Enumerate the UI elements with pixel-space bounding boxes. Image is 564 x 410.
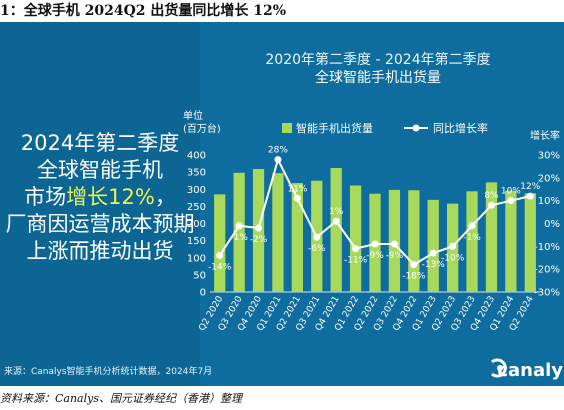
- y-tick-label: 400: [187, 151, 206, 162]
- growth-rate-data-label: 8%: [484, 191, 499, 201]
- left-axis-unit-line2: (百万台): [183, 122, 221, 135]
- y-tick-label: 300: [187, 185, 206, 196]
- document-title: 1：全球手机 2024Q2 出货量同比增长 12%: [0, 3, 287, 19]
- chart-source-text: 来源：Canalys智能手机分析统计数据，2024年7月: [4, 365, 212, 377]
- right-axis-unit: 增长率: [530, 129, 560, 142]
- growth-rate-point: [371, 240, 379, 248]
- growth-rate-data-label: -10%: [441, 253, 465, 263]
- growth-rate-point: [313, 233, 321, 241]
- growth-rate-point: [468, 222, 476, 230]
- growth-rate-data-label: 10%: [501, 187, 521, 197]
- growth-rate-data-label: -11%: [344, 256, 368, 266]
- labels-layer: -14%-1% -2%28%11%-6%1%-11% -9% -9%-18%-13%-…: [208, 146, 541, 282]
- growth-rate-point: [332, 217, 340, 225]
- left-text-line5: 上涨而推动出货: [27, 239, 174, 263]
- growth-rate-data-label: -9%: [366, 251, 384, 261]
- bar: [330, 168, 342, 292]
- y2-tick-label: 10%: [538, 196, 560, 207]
- growth-rate-point: [235, 222, 243, 230]
- y-tick-label: 200: [187, 219, 206, 230]
- line-layer: [216, 156, 534, 269]
- y2-tick-label: 30%: [538, 151, 560, 162]
- left-text-line3-suffix: ，: [155, 185, 176, 209]
- chart-figure: 2020年第二季度 - 2024年第二季度 全球智能手机出货量 2024年第二季…: [0, 22, 564, 386]
- canalys-logo-icon: [491, 358, 507, 378]
- left-text-line2: 全球智能手机: [37, 158, 163, 182]
- y-tick-label: 0: [200, 288, 206, 299]
- bar: [349, 185, 362, 292]
- y2-tick-label: -30%: [534, 288, 560, 299]
- growth-rate-data-label: 11%: [287, 184, 307, 194]
- growth-rate-point: [255, 224, 263, 232]
- left-text-line3-prefix: 市场: [24, 185, 66, 209]
- growth-rate-data-label: -1%: [230, 233, 248, 243]
- bar: [466, 191, 478, 292]
- growth-rate-point: [449, 242, 457, 250]
- chart-header-line1: 2020年第二季度 - 2024年第二季度: [265, 51, 490, 68]
- growth-rate-point: [390, 240, 398, 248]
- left-text-line1: 2024年第二季度: [21, 131, 179, 155]
- growth-rate-point: [352, 245, 360, 253]
- left-panel-shade: [0, 22, 200, 386]
- growth-rate-data-label: 1%: [329, 207, 344, 217]
- y-tick-label: 350: [187, 168, 206, 179]
- growth-rate-data-label: -6%: [308, 244, 326, 254]
- source-note: 资料来源：Canalys、国元证券经纪（香港）整理: [0, 392, 242, 405]
- growth-rate-point: [410, 261, 418, 269]
- bar: [214, 194, 226, 292]
- growth-rate-point: [293, 194, 301, 202]
- y-tick-label: 150: [187, 236, 206, 247]
- bar: [505, 190, 517, 292]
- left-text-highlight: 增长12%: [66, 185, 155, 209]
- chart-canvas: 2020年第二季度 - 2024年第二季度 全球智能手机出货量 2024年第二季…: [0, 22, 564, 386]
- legend-bar-swatch: [282, 123, 292, 133]
- growth-rate-data-label: -13%: [422, 260, 446, 270]
- growth-rate-point: [507, 197, 515, 205]
- growth-rate-data-label: 12%: [520, 182, 540, 192]
- growth-rate-point: [274, 156, 282, 164]
- left-text-line4: 厂商因运营成本预期: [6, 212, 195, 236]
- growth-rate-data-label: -2%: [250, 235, 268, 245]
- growth-rate-point: [216, 251, 224, 259]
- left-axis-unit-line1: 单位: [183, 109, 203, 122]
- bar: [427, 199, 439, 292]
- growth-rate-point: [526, 192, 534, 200]
- bar: [291, 183, 303, 292]
- growth-rate-data-label: -18%: [402, 272, 426, 282]
- growth-rate-data-label: -9%: [386, 251, 404, 261]
- left-text-line3: 市场增长12%，: [24, 185, 176, 209]
- bar: [408, 190, 420, 292]
- legend-line-marker: [412, 124, 420, 132]
- canalys-logo-text: canaly: [497, 360, 563, 381]
- bar: [485, 182, 498, 292]
- y2-tick-label: 0%: [544, 219, 560, 230]
- y2-tick-label: 20%: [538, 173, 560, 184]
- growth-rate-data-label: 28%: [268, 146, 288, 156]
- legend-line-label: 同比增长率: [433, 121, 488, 135]
- y-tick-label: 50: [193, 270, 206, 281]
- chart-header-line2: 全球智能手机出货量: [315, 69, 441, 86]
- legend-bar-label: 智能手机出货量: [296, 121, 373, 135]
- y2-tick-label: -20%: [534, 265, 560, 276]
- y-tick-label: 100: [187, 253, 206, 264]
- y-tick-label: 250: [187, 202, 206, 213]
- growth-rate-point: [487, 201, 495, 209]
- bar: [233, 172, 245, 292]
- growth-rate-data-label: -1%: [463, 233, 481, 243]
- bar: [272, 173, 284, 292]
- y2-tick-label: -10%: [534, 242, 560, 253]
- growth-rate-data-label: -14%: [208, 262, 232, 272]
- bar: [524, 193, 536, 292]
- growth-rate-point: [429, 249, 437, 257]
